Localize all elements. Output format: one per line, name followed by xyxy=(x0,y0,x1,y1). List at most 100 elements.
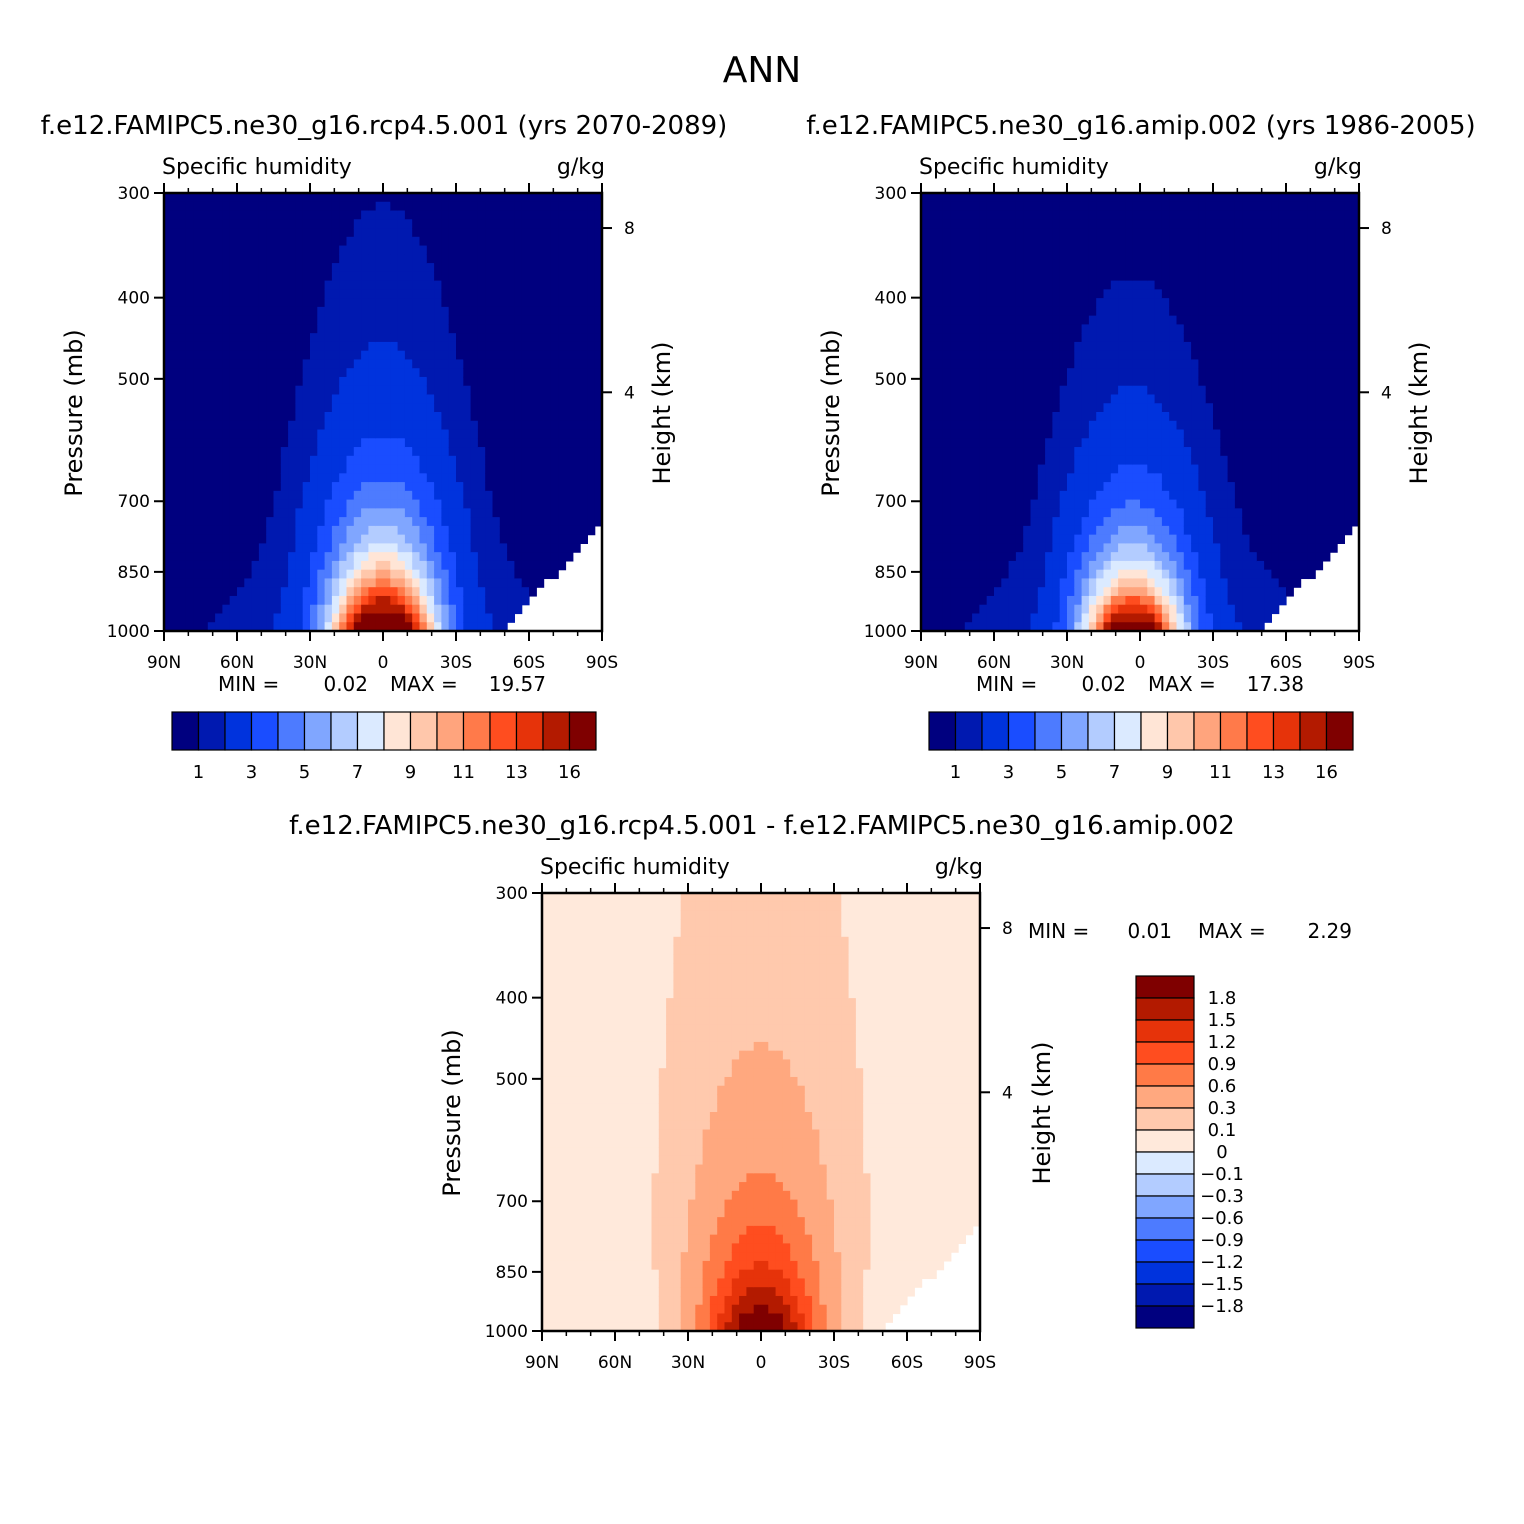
field-cell xyxy=(273,289,282,299)
panel-amip-units: g/kg xyxy=(1314,155,1362,180)
field-cell xyxy=(412,560,421,571)
field-cell xyxy=(565,385,574,396)
field-cell xyxy=(1198,359,1207,369)
field-cell xyxy=(594,333,603,343)
field-cell xyxy=(507,455,515,466)
field-cell xyxy=(507,219,515,229)
field-cell xyxy=(1008,341,1017,352)
field-cell xyxy=(229,403,238,413)
field-cell xyxy=(1052,490,1061,501)
field-cell xyxy=(572,412,581,422)
field-cell xyxy=(426,482,435,492)
field-cell xyxy=(550,394,559,404)
field-cell xyxy=(1132,525,1141,536)
field-cell xyxy=(324,333,333,343)
field-cell xyxy=(565,438,574,448)
field-cell xyxy=(950,560,959,571)
field-cell xyxy=(419,517,428,527)
field-cell xyxy=(171,587,180,597)
field-cell xyxy=(1008,376,1017,387)
field-cell xyxy=(558,455,567,466)
field-cell xyxy=(942,315,951,325)
field-cell xyxy=(361,490,369,501)
field-cell xyxy=(426,622,435,632)
field-cell xyxy=(1059,228,1068,238)
field-cell xyxy=(397,228,406,238)
field-cell xyxy=(456,578,464,588)
field-cell xyxy=(543,271,552,282)
field-cell xyxy=(928,324,937,334)
field-cell xyxy=(1183,560,1192,571)
field-cell xyxy=(266,560,275,571)
field-cell xyxy=(572,228,581,238)
field-cell xyxy=(499,315,508,325)
field-cell xyxy=(1059,490,1068,501)
field-cell xyxy=(492,245,501,255)
field-cell xyxy=(935,455,944,466)
field-cell xyxy=(477,490,486,501)
field-cell xyxy=(950,193,959,203)
field-cell xyxy=(521,359,530,369)
field-cell xyxy=(521,368,530,378)
field-cell xyxy=(273,420,282,431)
field-cell xyxy=(521,578,530,588)
field-cell xyxy=(207,236,216,247)
field-cell xyxy=(1001,201,1010,212)
field-cell xyxy=(994,280,1002,290)
field-cell xyxy=(492,368,501,378)
field-cell xyxy=(957,447,966,457)
field-cell xyxy=(448,604,457,615)
field-cell xyxy=(972,263,980,273)
field-cell xyxy=(1030,368,1039,378)
field-cell xyxy=(288,271,296,282)
field-cell xyxy=(994,464,1002,474)
field-cell xyxy=(1052,341,1061,352)
field-cell xyxy=(302,482,311,492)
field-cell xyxy=(434,306,442,317)
field-cell xyxy=(222,193,231,203)
field-cell xyxy=(368,499,377,509)
field-cell xyxy=(441,263,450,273)
field-cell xyxy=(485,517,494,527)
field-cell xyxy=(514,525,523,536)
field-cell xyxy=(412,394,421,404)
field-cell xyxy=(492,315,501,325)
field-cell xyxy=(222,438,231,448)
field-cell xyxy=(237,525,245,536)
field-cell xyxy=(1067,403,1075,413)
field-cell xyxy=(587,333,596,343)
field-cell xyxy=(339,403,348,413)
field-cell xyxy=(594,271,603,282)
field-cell xyxy=(565,420,574,431)
field-cell xyxy=(310,359,318,369)
field-cell xyxy=(1191,604,1199,615)
field-cell xyxy=(1067,193,1075,203)
field-cell xyxy=(200,569,209,580)
field-cell xyxy=(419,315,428,325)
field-cell xyxy=(258,569,267,580)
field-cell xyxy=(375,552,384,562)
field-cell xyxy=(972,613,980,623)
field-cell xyxy=(1008,525,1017,536)
field-cell xyxy=(986,490,995,501)
field-cell xyxy=(521,210,530,220)
field-cell xyxy=(1125,622,1134,632)
field-cell xyxy=(222,517,231,527)
field-cell xyxy=(1205,210,1214,220)
field-cell xyxy=(164,438,172,448)
field-cell xyxy=(470,254,479,264)
field-cell xyxy=(921,280,929,290)
field-cell xyxy=(935,447,944,457)
field-cell xyxy=(200,499,209,509)
field-cell xyxy=(164,455,172,466)
field-cell xyxy=(383,560,391,571)
field-cell xyxy=(580,534,588,544)
field-cell xyxy=(1037,263,1046,273)
field-cell xyxy=(171,560,180,571)
field-cell xyxy=(215,420,223,431)
field-cell xyxy=(346,341,355,352)
field-cell xyxy=(957,490,966,501)
field-cell xyxy=(1008,315,1017,325)
field-cell xyxy=(346,376,355,387)
field-cell xyxy=(1191,201,1199,212)
